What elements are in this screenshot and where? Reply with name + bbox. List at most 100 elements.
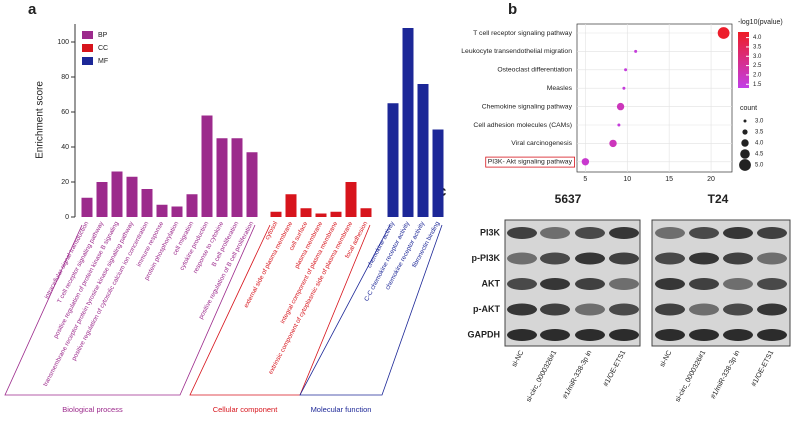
lane-label: si-NC xyxy=(511,350,525,369)
y-tick-label: 100 xyxy=(57,39,69,46)
group-bracket xyxy=(4,224,256,396)
bar xyxy=(126,176,138,217)
band xyxy=(723,252,753,265)
group-label: Biological process xyxy=(62,405,123,414)
cell-line: 5637 xyxy=(555,192,582,206)
lane-label: #1/miR-338-3p in xyxy=(562,349,593,400)
group-bracket xyxy=(189,224,371,396)
y-tick-label: PI3K- Akt signaling pathway xyxy=(488,159,573,166)
band xyxy=(723,303,753,316)
x-tick-label: positive regulation of protein kinase B … xyxy=(52,220,120,340)
bar xyxy=(285,194,297,217)
x-tick-label: 5 xyxy=(583,176,587,183)
y-tick-label: Viral carcinogenesis xyxy=(511,140,572,147)
lane-label: #1/OE-ETS1 xyxy=(751,349,776,387)
x-tick-label: 10 xyxy=(623,176,631,183)
band xyxy=(507,303,537,316)
lane-label: si-circ_0000326#1 xyxy=(525,349,558,403)
band xyxy=(507,329,537,341)
band xyxy=(575,227,605,239)
band xyxy=(757,329,787,341)
size-key xyxy=(740,149,750,159)
bar xyxy=(216,138,228,217)
size-key xyxy=(739,159,751,171)
lane-label: #1/OE-ETS1 xyxy=(603,349,628,387)
bar xyxy=(111,171,123,217)
band xyxy=(540,278,570,290)
band xyxy=(575,303,605,316)
legend-swatch xyxy=(82,31,93,39)
y-tick-label: Osteoclast differentiation xyxy=(497,67,572,74)
dot xyxy=(717,27,730,39)
legend-swatch xyxy=(82,44,93,52)
colorbar xyxy=(738,32,749,88)
bar xyxy=(345,182,357,217)
band xyxy=(723,227,753,239)
protein-label: p-AKT xyxy=(473,304,500,314)
lane-label: si-circ_0000326#1 xyxy=(674,349,707,403)
band xyxy=(507,278,537,290)
dot xyxy=(609,139,617,148)
colorbar-label: 3.5 xyxy=(753,45,762,51)
bar xyxy=(156,204,168,217)
panel-label: b xyxy=(508,1,517,18)
dot xyxy=(616,102,625,111)
band xyxy=(609,329,639,341)
band xyxy=(540,227,570,239)
band xyxy=(689,278,719,290)
protein-label: AKT xyxy=(482,278,501,288)
band xyxy=(655,329,685,341)
band xyxy=(540,252,570,265)
band xyxy=(723,329,753,341)
bar xyxy=(81,197,93,217)
legend-swatch xyxy=(82,57,93,65)
lane-label: #1/miR-338-3p in xyxy=(710,349,741,400)
dot xyxy=(617,123,621,127)
band xyxy=(689,303,719,316)
bar xyxy=(432,129,444,217)
band xyxy=(540,329,570,341)
legend-label: BP xyxy=(98,32,108,39)
protein-label: PI3K xyxy=(480,227,501,237)
size-key xyxy=(742,129,748,135)
band xyxy=(507,227,537,239)
band xyxy=(609,227,639,239)
protein-label: p-PI3K xyxy=(471,253,500,263)
lane-label: si-NC xyxy=(659,350,673,369)
band xyxy=(757,252,787,265)
y-tick-label: Chemokine signaling pathway xyxy=(482,103,573,110)
band xyxy=(689,329,719,341)
bar xyxy=(141,189,153,217)
protein-label: GAPDH xyxy=(467,329,500,339)
band xyxy=(609,278,639,290)
group-bracket xyxy=(299,224,443,396)
bar xyxy=(270,211,282,217)
group-label: Molecular function xyxy=(311,405,372,414)
x-tick-label: 20 xyxy=(707,176,715,183)
y-tick-label: 20 xyxy=(61,179,69,186)
colorbar-label: 2.5 xyxy=(753,63,762,69)
legend-label: MF xyxy=(98,58,108,65)
band xyxy=(689,227,719,239)
dot xyxy=(622,86,626,90)
dot xyxy=(624,68,628,72)
plot-area xyxy=(576,23,733,173)
size-label: 4.0 xyxy=(755,141,764,147)
y-tick-label: T cell receptor signaling pathway xyxy=(473,30,572,37)
band xyxy=(575,329,605,341)
colorbar-label: 2.0 xyxy=(753,73,762,79)
size-label: 4.5 xyxy=(755,152,764,158)
size-legend-title: count xyxy=(740,105,757,112)
dot xyxy=(634,49,638,53)
band xyxy=(689,252,719,265)
bar xyxy=(186,194,198,217)
band xyxy=(655,252,685,265)
dot xyxy=(581,158,590,166)
band xyxy=(655,278,685,290)
band xyxy=(757,303,787,316)
band xyxy=(609,252,639,265)
bar xyxy=(246,152,258,217)
y-tick-label: Measles xyxy=(547,85,573,92)
bar xyxy=(96,182,108,217)
